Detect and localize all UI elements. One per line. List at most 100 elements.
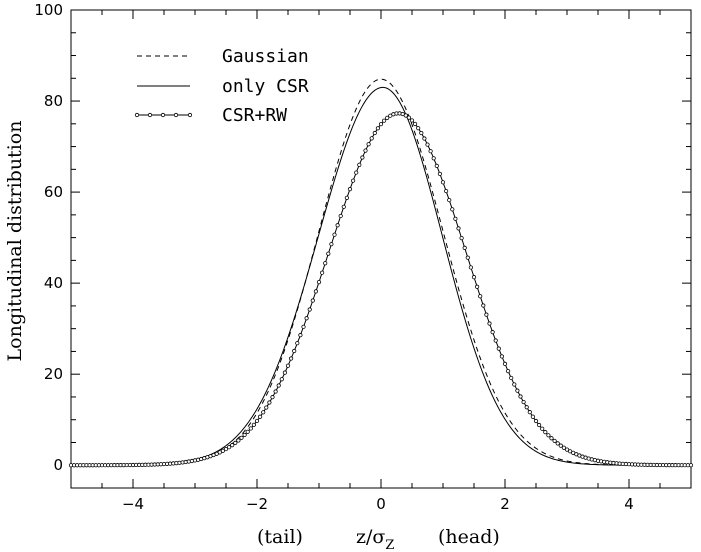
data-point	[536, 422, 542, 428]
data-point	[375, 126, 380, 131]
data-point	[276, 383, 281, 388]
data-point	[422, 136, 427, 141]
data-point	[462, 245, 467, 250]
data-point	[347, 187, 353, 192]
data-point	[242, 432, 247, 438]
data-point	[332, 232, 337, 237]
data-point	[360, 155, 365, 160]
data-point	[533, 418, 539, 424]
data-point	[512, 382, 517, 387]
x-tick-label: 0	[376, 495, 386, 513]
data-point	[338, 213, 343, 219]
data-point	[505, 368, 511, 374]
data-point	[369, 136, 374, 141]
x-tick-label: −4	[122, 495, 144, 513]
data-point	[558, 443, 563, 448]
data-point	[288, 356, 294, 361]
series-line	[71, 112, 691, 466]
data-point	[304, 316, 309, 321]
data-point	[316, 279, 322, 285]
data-point	[357, 162, 362, 167]
data-point	[273, 389, 278, 394]
x-tick-label: 2	[500, 495, 510, 513]
data-point	[484, 312, 489, 317]
series-csr-rw	[68, 111, 694, 468]
data-point	[298, 333, 303, 338]
data-point	[543, 430, 548, 435]
plot-frame	[70, 9, 692, 489]
data-point	[468, 265, 473, 270]
data-point	[323, 261, 328, 266]
x-axis-title-variable: z/σZ	[356, 526, 394, 552]
data-point	[502, 361, 508, 367]
data-point	[509, 375, 514, 381]
data-point	[295, 341, 300, 346]
data-point	[518, 394, 523, 399]
series-layer	[68, 78, 694, 468]
data-point	[301, 324, 306, 329]
data-point	[499, 354, 504, 359]
data-point	[443, 188, 449, 194]
data-point	[313, 289, 318, 294]
data-point	[521, 399, 526, 405]
plot-border	[70, 9, 692, 489]
data-point	[688, 463, 694, 468]
data-point	[381, 118, 387, 123]
data-point	[419, 130, 424, 136]
data-point	[450, 207, 455, 212]
y-tick-label: 0	[53, 456, 63, 474]
data-point	[257, 414, 263, 419]
data-point	[453, 216, 458, 221]
data-point	[437, 171, 442, 177]
data-point	[326, 251, 331, 256]
data-point	[493, 338, 498, 343]
legend-marker	[134, 112, 140, 118]
data-point	[490, 330, 495, 335]
data-point	[310, 298, 315, 303]
data-point	[385, 115, 390, 120]
data-point	[285, 363, 291, 368]
data-point	[279, 377, 284, 382]
legend-marker	[160, 112, 166, 118]
legend-label: CSR+RW	[222, 105, 287, 126]
data-point	[456, 226, 461, 231]
data-point	[363, 148, 368, 153]
data-point	[561, 445, 567, 450]
data-point	[236, 438, 241, 443]
x-axis-title-right: (head)	[438, 526, 500, 548]
data-point	[254, 418, 260, 424]
y-tick-label: 20	[44, 365, 63, 383]
data-point	[267, 400, 272, 405]
y-tick-label: 100	[34, 1, 63, 19]
data-point	[230, 443, 235, 448]
data-point	[459, 236, 464, 241]
data-point	[524, 405, 529, 410]
series-gaussian	[71, 78, 691, 466]
data-point	[335, 223, 340, 228]
x-axis-ticks: −4 −2 0 2 4	[70, 10, 692, 513]
x-axis-title: (tail) z/σZ (head)	[257, 526, 500, 552]
series-line	[71, 86, 691, 466]
legend-marker	[173, 112, 179, 118]
legend: Gaussian only CSR CSR+RW	[134, 46, 309, 126]
data-point	[292, 348, 297, 354]
legend-marker	[147, 112, 153, 118]
y-tick-label: 80	[44, 92, 63, 110]
data-point	[409, 118, 415, 123]
data-point	[350, 178, 356, 183]
y-tick-label: 40	[44, 274, 63, 292]
data-point	[549, 436, 554, 441]
data-point	[233, 440, 238, 445]
data-point	[425, 142, 430, 147]
data-point	[406, 115, 411, 120]
data-point	[264, 405, 269, 410]
data-point	[496, 346, 501, 351]
data-point	[546, 433, 551, 438]
data-point	[434, 163, 439, 168]
data-point	[227, 445, 232, 450]
data-point	[270, 395, 275, 400]
data-point	[530, 414, 536, 419]
data-point	[471, 275, 477, 280]
data-point	[261, 410, 266, 415]
